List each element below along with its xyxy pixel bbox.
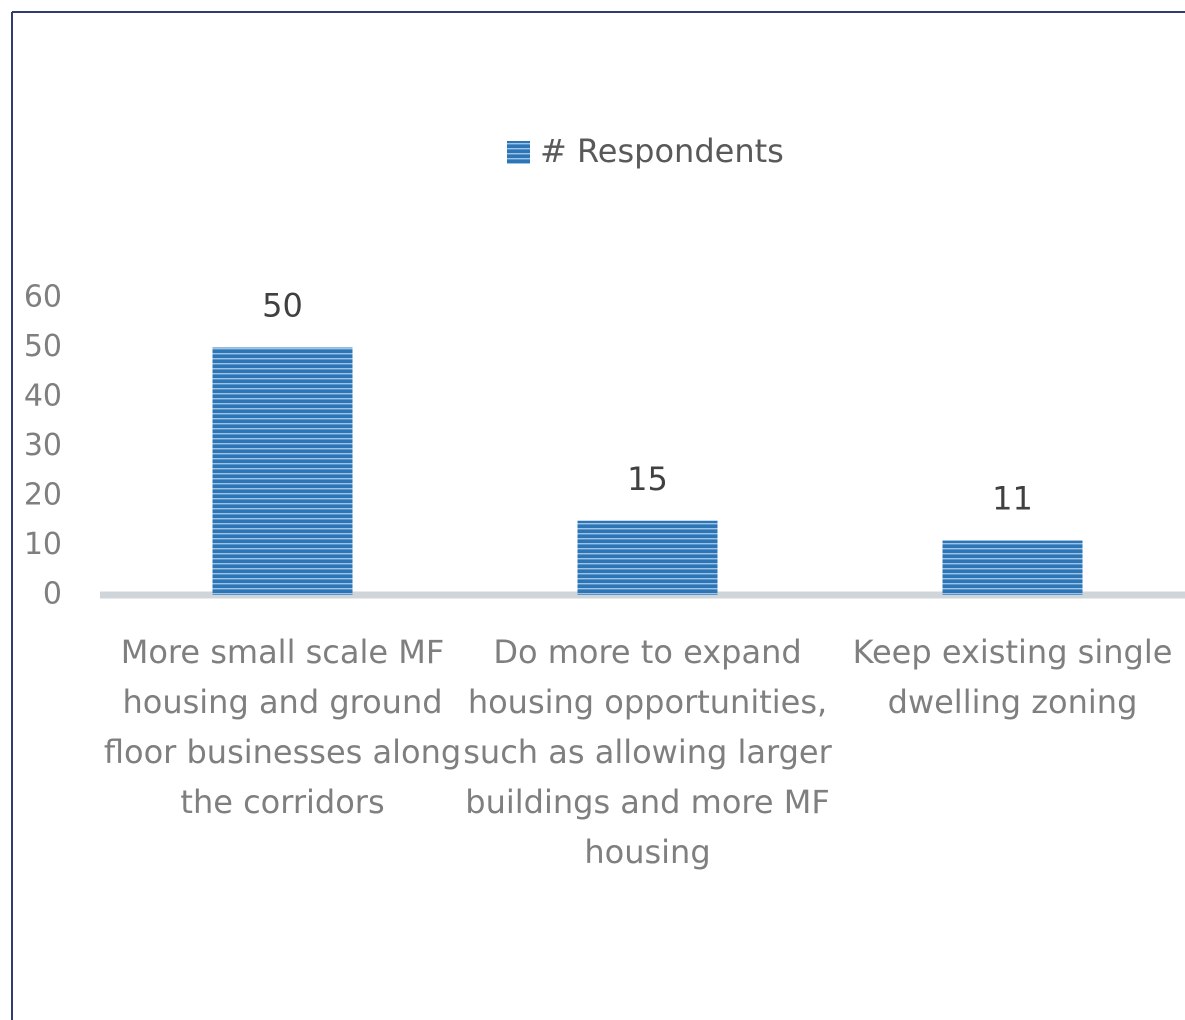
x-tick-label: More small scale MF housing and ground f… <box>103 633 462 821</box>
legend-label: # Respondents <box>540 132 784 170</box>
y-tick-label: 20 <box>24 478 62 513</box>
bar <box>577 520 718 595</box>
y-tick-label: 10 <box>24 527 62 562</box>
data-label: 15 <box>627 460 668 498</box>
y-tick-label: 50 <box>24 329 62 364</box>
x-tick-label: Keep existing single dwelling zoning <box>852 633 1173 721</box>
y-tick-label: 40 <box>24 379 62 414</box>
y-tick-label: 0 <box>43 577 62 612</box>
data-label: 11 <box>992 480 1033 518</box>
bar <box>212 347 353 595</box>
legend-swatch <box>507 141 530 164</box>
y-tick-label: 30 <box>24 428 62 463</box>
x-tick-label: Do more to expand housing opportunities,… <box>463 633 832 871</box>
y-tick-label: 60 <box>24 280 62 315</box>
bar <box>942 540 1083 595</box>
data-label: 50 <box>262 287 303 325</box>
